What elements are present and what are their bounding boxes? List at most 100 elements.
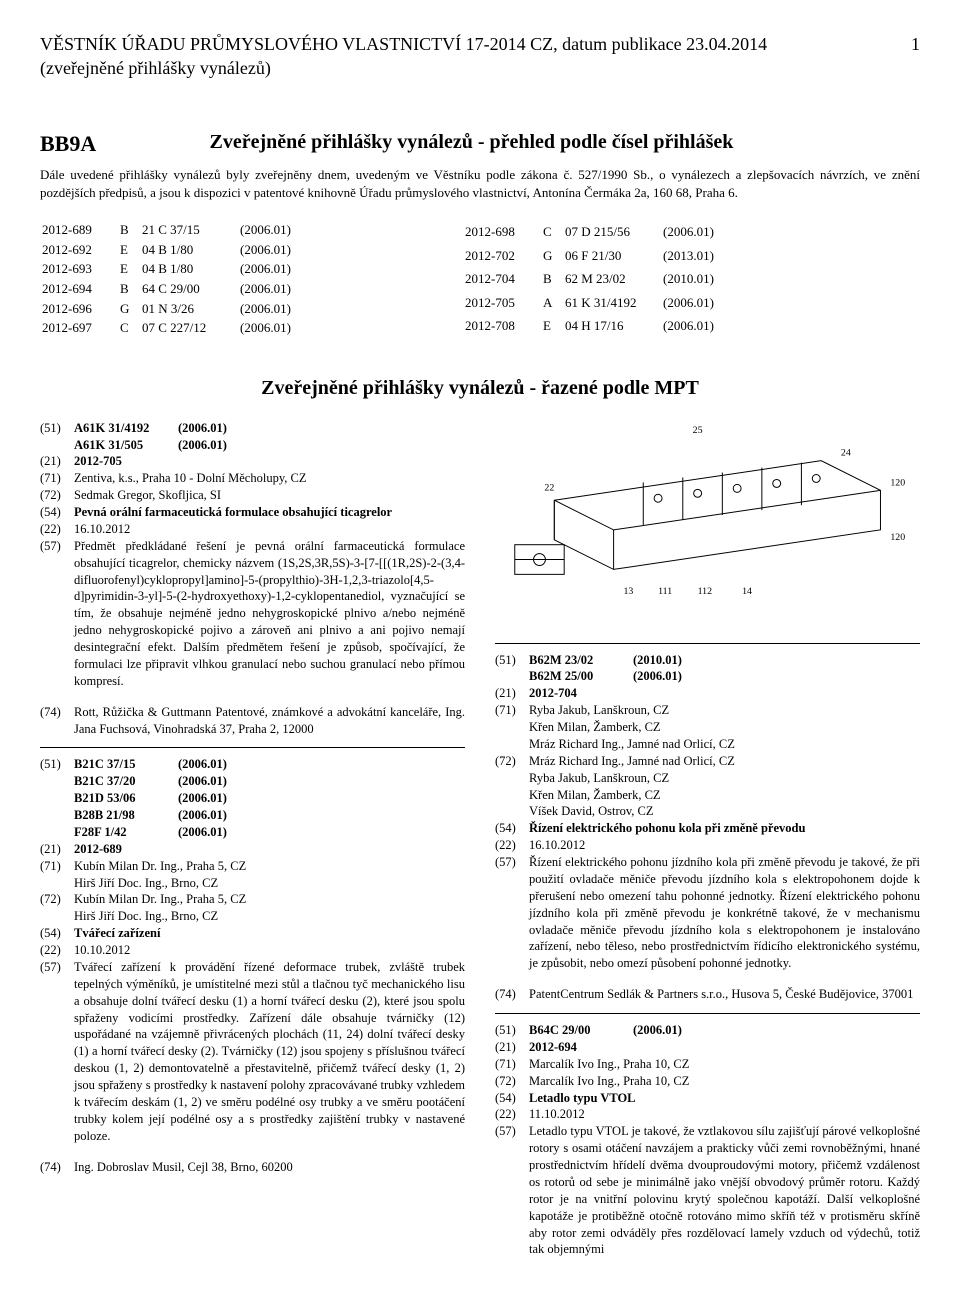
abstract: Letadlo typu VTOL je takové, že vztlakov… (529, 1123, 920, 1258)
table-cell: 2012-689 (42, 221, 118, 239)
bulletin-subtitle: (zveřejněné přihlášky vynálezů) (40, 56, 767, 80)
code-71: (71) (40, 858, 74, 875)
code-51 (40, 807, 74, 824)
bulletin-title: VĚSTNÍK ÚŘADU PRŮMYSLOVÉHO VLASTNICTVÍ 1… (40, 32, 767, 56)
code-51 (40, 773, 74, 790)
drawing-label: 25 (693, 425, 703, 436)
table-cell: C (120, 319, 140, 337)
code-22: (22) (495, 837, 529, 854)
code-74: (74) (40, 704, 74, 738)
code-51: (51) (40, 756, 74, 773)
table-cell: (2006.01) (240, 280, 311, 298)
table-cell: 2012-692 (42, 241, 118, 259)
inventor: Kubín Milan Dr. Ing., Praha 5, CZ (74, 891, 246, 908)
ipc-ver: (2006.01) (178, 756, 248, 773)
ipc: F28F 1/42 (74, 824, 178, 841)
code-21: (21) (40, 841, 74, 858)
code-72: (72) (495, 1073, 529, 1090)
table-cell: (2006.01) (240, 260, 311, 278)
section-code: BB9A (40, 129, 96, 159)
code-21: (21) (495, 1039, 529, 1056)
table-cell: G (543, 245, 563, 266)
table-cell: G (120, 300, 140, 318)
filing-date: 16.10.2012 (74, 521, 130, 538)
right-column: 25 120 22 24 13 111 112 14 120 (51)B62M … (495, 420, 920, 1269)
table-cell: B (120, 221, 140, 239)
table-cell: A (543, 292, 563, 313)
patent-entry: (51)B21C 37/15(2006.01)B21C 37/20(2006.0… (40, 756, 465, 1175)
table-cell: 07 C 227/12 (142, 319, 238, 337)
agent: Rott, Růžička & Guttmann Patentové, znám… (74, 704, 465, 738)
drawing-label: 111 (658, 586, 672, 597)
code-57: (57) (40, 959, 74, 1145)
table-cell: 2012-697 (42, 319, 118, 337)
patent-entry: (51)B64C 29/00(2006.01) (21)2012-694 (71… (495, 1022, 920, 1258)
applicant: Kubín Milan Dr. Ing., Praha 5, CZ (74, 858, 246, 875)
abstract: Řízení elektrického pohonu jízdního kola… (529, 854, 920, 972)
table-row: 2012-694B64 C 29/00(2006.01) (42, 280, 311, 298)
app-number: 2012-704 (529, 685, 577, 702)
table-cell: E (543, 315, 563, 336)
ipc-ver: (2010.01) (633, 652, 703, 669)
drawing-label: 24 (841, 447, 851, 458)
agent: Ing. Dobroslav Musil, Cejl 38, Brno, 602… (74, 1159, 293, 1176)
table-cell: (2010.01) (663, 268, 734, 289)
applicant: Křen Milan, Žamberk, CZ (529, 719, 661, 736)
app-number: 2012-705 (74, 453, 122, 470)
table-cell: B (543, 268, 563, 289)
separator (40, 747, 465, 748)
inventor: Křen Milan, Žamberk, CZ (529, 787, 661, 804)
table-cell: 04 B 1/80 (142, 260, 238, 278)
inventor: Víšek David, Ostrov, CZ (529, 803, 654, 820)
table-cell: 2012-698 (465, 221, 541, 242)
ipc: B21C 37/20 (74, 773, 178, 790)
code-21: (21) (40, 453, 74, 470)
table-cell: 2012-693 (42, 260, 118, 278)
table-cell: 04 H 17/16 (565, 315, 661, 336)
code-71: (71) (495, 702, 529, 719)
applicant: Hirš Jiří Doc. Ing., Brno, CZ (74, 875, 218, 892)
code-51 (495, 668, 529, 685)
table-row: 2012-708E04 H 17/16(2006.01) (465, 315, 734, 336)
table-cell: (2006.01) (240, 319, 311, 337)
code-51: (51) (40, 420, 74, 437)
table-cell: 01 N 3/26 (142, 300, 238, 318)
header-left: VĚSTNÍK ÚŘADU PRŮMYSLOVÉHO VLASTNICTVÍ 1… (40, 32, 767, 81)
inventor: Mráz Richard Ing., Jamné nad Orlicí, CZ (529, 753, 735, 770)
inventor: Hirš Jiří Doc. Ing., Brno, CZ (74, 908, 218, 925)
title: Letadlo typu VTOL (529, 1090, 636, 1107)
table-cell: E (120, 260, 140, 278)
table-cell: (2006.01) (663, 221, 734, 242)
app-number: 2012-689 (74, 841, 122, 858)
drawing-label: 120 (890, 477, 905, 488)
code-72: (72) (40, 487, 74, 504)
table-row: 2012-697C07 C 227/12(2006.01) (42, 319, 311, 337)
technical-drawing: 25 120 22 24 13 111 112 14 120 (495, 420, 920, 620)
patent-entry: (51)B62M 23/02(2010.01)B62M 25/00(2006.0… (495, 652, 920, 1004)
table-cell: 2012-704 (465, 268, 541, 289)
code-74: (74) (495, 986, 529, 1003)
code-51: (51) (495, 1022, 529, 1039)
section-heading: Zveřejněné přihlášky vynálezů - přehled … (210, 129, 734, 156)
ipc: B21D 53/06 (74, 790, 178, 807)
drawing-label: 22 (544, 482, 554, 493)
code-21: (21) (495, 685, 529, 702)
table-cell: 2012-702 (465, 245, 541, 266)
code-54: (54) (495, 820, 529, 837)
table-cell: 64 C 29/00 (142, 280, 238, 298)
ipc-ver: (2006.01) (633, 1022, 703, 1039)
ipc: B62M 25/00 (529, 668, 633, 685)
filing-date: 16.10.2012 (529, 837, 585, 854)
agent: PatentCentrum Sedlák & Partners s.r.o., … (529, 986, 913, 1003)
app-number: 2012-694 (529, 1039, 577, 1056)
table-cell: 2012-705 (465, 292, 541, 313)
inventor: Ryba Jakub, Lanškroun, CZ (529, 770, 669, 787)
table-cell: (2006.01) (663, 292, 734, 313)
table-row: 2012-698C07 D 215/56(2006.01) (465, 221, 734, 242)
patent-entry: (51)A61K 31/4192(2006.01) A61K 31/505(20… (40, 420, 465, 738)
ipc: B21C 37/15 (74, 756, 178, 773)
ipc-ver: (2006.01) (178, 790, 248, 807)
code-22: (22) (40, 942, 74, 959)
section-header-row: BB9A Zveřejněné přihlášky vynálezů - pře… (40, 129, 920, 159)
drawing-label: 112 (698, 586, 713, 597)
